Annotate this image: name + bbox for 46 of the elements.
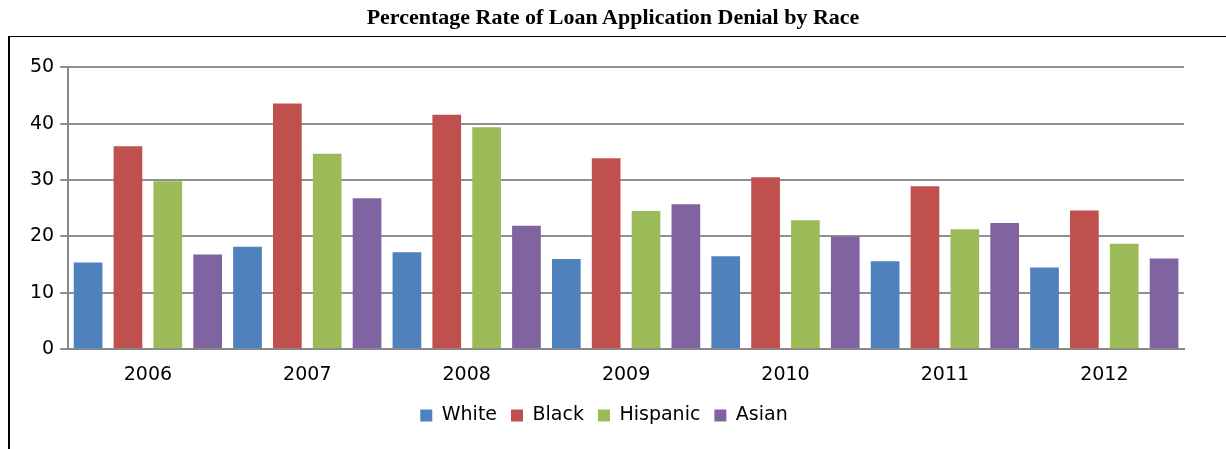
legend-label: White [441,402,498,425]
x-tick-label: 2006 [123,361,173,384]
bar [631,211,661,349]
bar [990,222,1020,349]
bar [791,220,820,349]
bar [1109,243,1139,349]
bar [950,229,980,349]
bar [153,181,183,349]
bar [233,246,262,349]
bar [1149,258,1179,349]
legend-label: Black [532,402,584,425]
bar [73,262,103,349]
bar [512,225,541,349]
bar [1030,267,1059,349]
bar [432,114,462,349]
y-tick-label: 0 [42,336,55,359]
bar [751,177,780,349]
bar [312,153,342,349]
bar [273,103,302,349]
bar [392,252,422,349]
bar [1070,210,1099,349]
x-tick-label: 2008 [442,361,491,384]
bar [711,256,741,349]
x-tick-label: 2007 [283,361,332,384]
bar [472,127,501,349]
y-tick-label: 30 [29,167,55,190]
legend-label: Hispanic [619,402,701,425]
x-tick-label: 2012 [1080,361,1129,384]
bar [671,204,701,349]
y-tick-label: 10 [29,279,55,302]
bar [591,158,621,349]
bar [910,186,940,349]
x-tick-label: 2009 [601,361,651,384]
y-tick-label: 20 [29,223,55,246]
bar [551,259,581,349]
x-tick-label: 2011 [920,361,970,384]
bar [870,261,900,349]
bar [113,146,143,349]
bar [830,236,860,349]
bar [352,198,382,349]
legend-label: Asian [735,402,788,425]
x-tick-label: 2010 [761,361,810,384]
chart-title: Percentage Rate of Loan Application Denial by Race [365,4,861,30]
bar [193,254,222,349]
y-tick-label: 40 [29,110,55,133]
y-tick-label: 50 [29,54,55,77]
